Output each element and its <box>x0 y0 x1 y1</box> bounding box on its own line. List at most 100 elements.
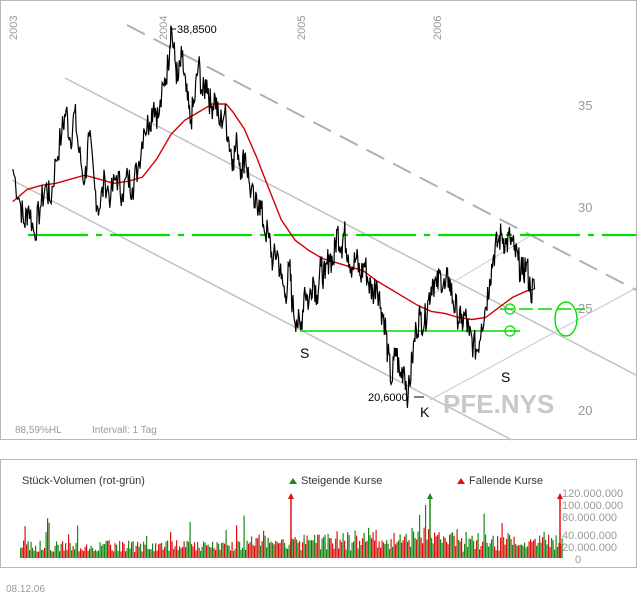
volume-bar <box>509 535 511 558</box>
volume-bar <box>59 551 61 558</box>
volume-bar <box>35 545 37 558</box>
volume-bar <box>377 547 379 558</box>
volume-bar <box>203 541 205 558</box>
volume-bar <box>332 543 334 558</box>
volume-bar <box>465 531 467 558</box>
volume-bar <box>80 548 82 558</box>
volume-bar <box>428 529 430 558</box>
volume-bar <box>512 544 514 558</box>
volume-bar <box>215 550 217 558</box>
volume-bar <box>288 544 290 558</box>
volume-bar <box>255 538 257 558</box>
volume-bar <box>254 545 256 558</box>
volume-bar <box>383 542 385 558</box>
volume-bar <box>135 545 137 558</box>
year-label: 2005 <box>296 16 308 40</box>
volume-bar <box>74 549 76 558</box>
volume-bar <box>344 540 346 558</box>
volume-title: Stück-Volumen (rot-grün) <box>22 475 145 487</box>
volume-bar <box>545 539 547 558</box>
volume-bar <box>492 535 494 558</box>
volume-bar <box>123 543 125 558</box>
volume-bar <box>311 540 313 558</box>
volume-bar <box>183 541 185 558</box>
volume-bar <box>29 550 31 558</box>
volume-bar <box>534 538 536 558</box>
channel-upper-dashed <box>126 24 637 291</box>
volume-bar <box>449 534 451 558</box>
volume-bar <box>486 542 488 558</box>
volume-bar <box>282 539 284 558</box>
volume-bar <box>278 543 280 558</box>
volume-bar <box>174 546 176 558</box>
volume-bar <box>72 546 74 558</box>
volume-bar <box>27 541 29 558</box>
volume-bar <box>156 550 158 558</box>
volume-bar <box>272 542 274 558</box>
volume-bar <box>302 542 304 558</box>
volume-bar <box>320 549 322 558</box>
price-axis-label: 30 <box>578 200 592 215</box>
volume-bar <box>192 546 194 558</box>
volume-bar <box>317 534 319 558</box>
volume-bar <box>461 538 463 558</box>
volume-bar <box>476 540 478 558</box>
volume-bar <box>153 551 155 558</box>
volume-bar <box>23 540 25 558</box>
volume-bar <box>177 549 179 558</box>
volume-bar <box>513 536 515 558</box>
volume-bar <box>93 551 95 558</box>
volume-bar <box>305 544 307 558</box>
volume-bar <box>521 544 523 558</box>
volume-bar <box>506 538 508 558</box>
volume-bar <box>144 544 146 558</box>
volume-bar <box>159 543 161 558</box>
volume-bar <box>480 546 482 558</box>
volume-bar <box>524 542 526 558</box>
volume-bar <box>102 544 104 558</box>
volume-bar <box>375 530 377 558</box>
volume-bar <box>555 535 557 558</box>
volume-bar <box>507 533 509 558</box>
volume-bar <box>42 549 44 558</box>
volume-bar <box>171 541 173 558</box>
volume-bar <box>98 550 100 558</box>
volume-bar <box>228 545 230 558</box>
year-label: 2004 <box>158 16 170 40</box>
year-label: 2003 <box>8 16 20 40</box>
volume-bar <box>84 546 86 558</box>
volume-bar <box>276 541 278 558</box>
volume-bar <box>260 545 262 558</box>
volume-bar <box>323 536 325 558</box>
volume-bar <box>446 541 448 558</box>
volume-bar <box>495 550 497 558</box>
volume-bar <box>120 551 122 558</box>
date-stamp: 08.12.06 <box>6 584 45 595</box>
volume-bar <box>269 543 271 558</box>
volume-bar <box>267 537 269 558</box>
volume-bar <box>119 540 121 558</box>
volume-bar <box>152 543 154 558</box>
channel-lower <box>11 179 513 441</box>
volume-bar <box>48 522 50 558</box>
volume-bar <box>179 546 181 558</box>
volume-bar <box>339 539 341 558</box>
volume-bar <box>218 543 220 558</box>
volume-bar <box>36 551 38 558</box>
volume-bar <box>126 548 128 558</box>
volume-bar <box>312 540 314 558</box>
volume-bar <box>275 540 277 558</box>
volume-bar <box>30 541 32 558</box>
volume-bar <box>357 548 359 558</box>
volume-bar <box>321 538 323 558</box>
volume-bar <box>348 534 350 558</box>
volume-bar <box>173 549 175 558</box>
volume-bar <box>170 532 172 558</box>
volume-bar <box>117 550 119 558</box>
volume-bar <box>281 539 283 558</box>
volume-bar <box>423 527 425 558</box>
volume-bar <box>251 536 253 558</box>
volume-bar <box>96 551 98 558</box>
volume-bar <box>185 547 187 558</box>
volume-bar <box>419 514 421 558</box>
